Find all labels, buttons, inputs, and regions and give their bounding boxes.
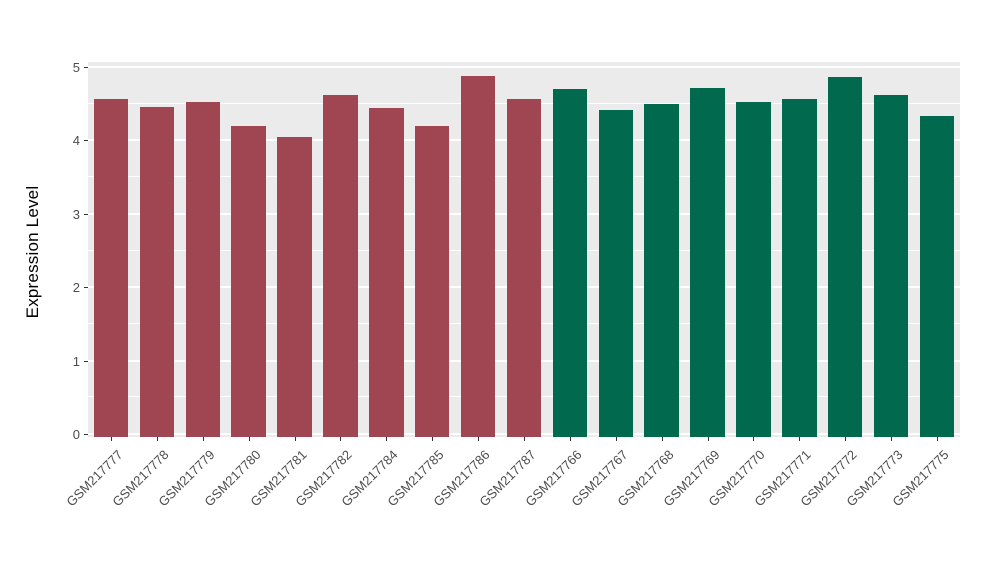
plot-panel	[88, 62, 960, 437]
y-axis-label-2: 2	[72, 280, 80, 296]
bar-GSM217785	[415, 125, 450, 437]
bar-GSM217780	[231, 125, 266, 437]
x-tick-mark	[845, 437, 847, 441]
x-tick-mark	[753, 437, 755, 441]
x-tick-mark	[340, 437, 342, 441]
bar-GSM217766	[552, 89, 588, 437]
bar-GSM217772	[828, 76, 863, 437]
x-tick-mark	[294, 437, 296, 441]
y-tick-mark	[84, 140, 88, 142]
x-tick-mark	[386, 437, 388, 441]
bar-GSM217781	[277, 136, 312, 437]
major-gridline-y5	[88, 66, 960, 68]
y-tick-mark	[84, 67, 88, 68]
y-tick-mark	[84, 434, 88, 435]
y-tick-mark	[84, 360, 88, 362]
y-tick-mark	[84, 287, 88, 289]
bar-GSM217777	[93, 99, 129, 437]
x-tick-mark	[524, 437, 525, 441]
x-tick-mark	[569, 437, 571, 441]
x-tick-mark	[799, 437, 801, 441]
bar-GSM217767	[598, 110, 633, 437]
x-tick-mark	[891, 437, 893, 441]
bar-GSM217771	[782, 98, 817, 437]
x-tick-mark	[202, 437, 204, 441]
x-tick-mark	[432, 437, 434, 441]
y-axis-title: Expression Level	[23, 185, 42, 319]
bar-GSM217778	[139, 106, 175, 437]
y-axis-label-3: 3	[72, 206, 80, 222]
x-tick-mark	[156, 437, 158, 441]
y-axis-label-1: 1	[72, 353, 80, 369]
bar-GSM217779	[185, 102, 220, 437]
x-tick-mark	[937, 437, 939, 441]
y-axis-label-5: 5	[72, 60, 80, 75]
y-axis-label-0: 0	[72, 427, 80, 442]
bar-GSM217769	[690, 87, 725, 437]
x-tick-mark	[248, 437, 250, 441]
x-tick-mark	[707, 437, 709, 441]
bar-GSM217782	[323, 94, 358, 437]
x-tick-mark	[478, 437, 480, 441]
bar-GSM217768	[644, 103, 679, 437]
bar-GSM217773	[873, 94, 909, 437]
bar-GSM217786	[460, 75, 496, 437]
bar-GSM217787	[506, 99, 542, 437]
bar-GSM217784	[369, 108, 404, 437]
bar-GSM217775	[919, 116, 955, 437]
x-tick-mark	[615, 437, 617, 441]
x-tick-mark	[661, 437, 663, 441]
bar-GSM217770	[736, 101, 771, 437]
y-tick-mark	[84, 213, 88, 215]
y-axis-label-4: 4	[72, 133, 80, 149]
x-tick-mark	[110, 437, 112, 441]
